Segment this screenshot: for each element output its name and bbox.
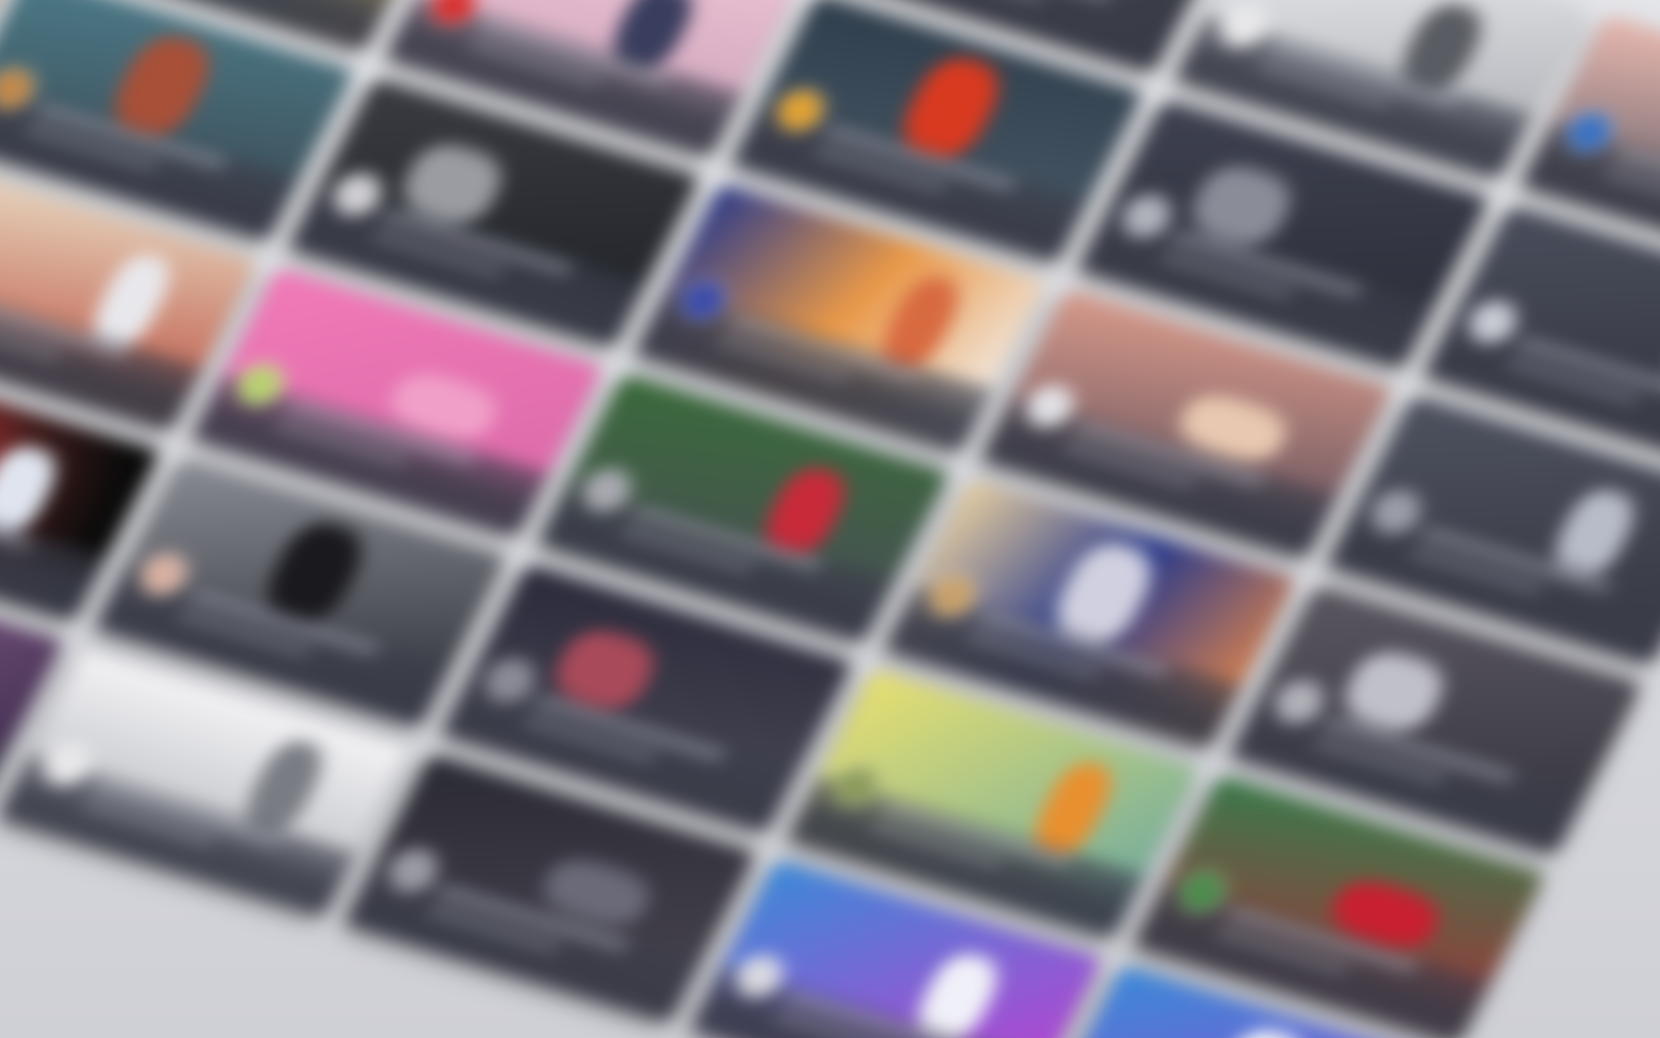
thumbnail-grid (0, 0, 1660, 1038)
blurred-thumbnail-wall (0, 0, 1660, 1038)
